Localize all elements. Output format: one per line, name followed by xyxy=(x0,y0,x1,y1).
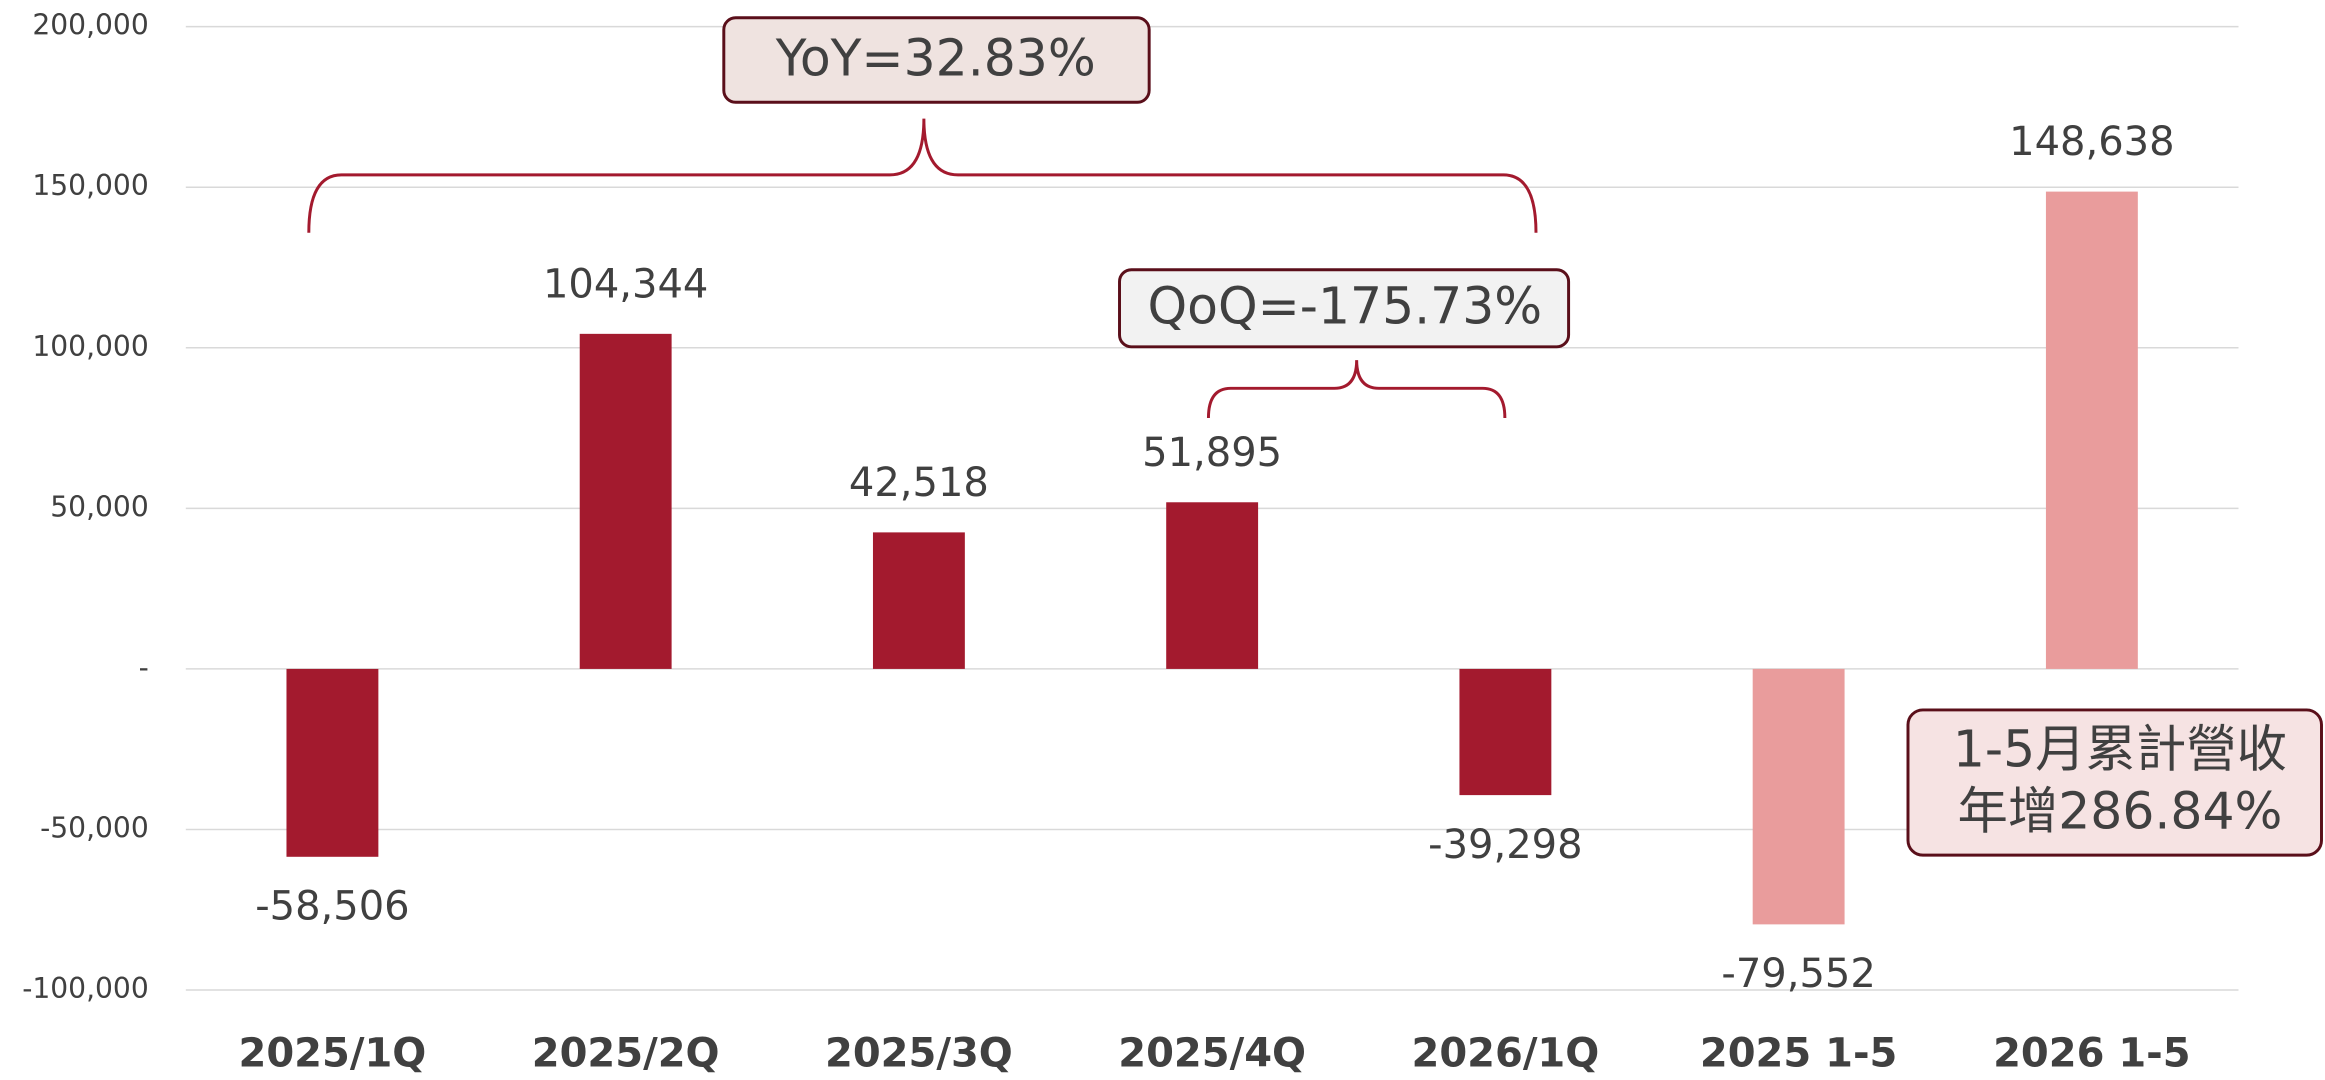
value-label: 42,518 xyxy=(849,460,989,506)
x-tick-label: 2026/1Q xyxy=(1412,1030,1600,1076)
x-tick-label: 2025/4Q xyxy=(1118,1030,1306,1076)
value-label: -58,506 xyxy=(255,884,409,930)
bar xyxy=(286,668,379,857)
qoq-annotation: QoQ=-175.73% xyxy=(1147,276,1542,335)
qoq-brace xyxy=(1206,360,1507,418)
y-tick-label: - xyxy=(139,651,149,684)
yoy-brace xyxy=(307,118,1538,233)
value-label: 51,895 xyxy=(1142,430,1282,476)
bar xyxy=(2045,191,2138,669)
value-label: -79,552 xyxy=(1721,951,1875,997)
ytd-box xyxy=(1906,708,2323,857)
value-label: 104,344 xyxy=(543,261,708,307)
y-tick-label: 100,000 xyxy=(32,330,148,363)
y-tick-label: -100,000 xyxy=(22,972,149,1005)
bar xyxy=(1459,668,1552,796)
y-tick-label: 200,000 xyxy=(32,9,148,42)
ytd-annotation-line: 年增286.84% xyxy=(1957,782,2282,841)
y-tick-label: -50,000 xyxy=(40,811,149,844)
x-tick-label: 2025/1Q xyxy=(239,1030,427,1076)
value-label: 148,638 xyxy=(2009,119,2174,165)
ytd-annotation-line: 1-5月累計營收 xyxy=(1953,719,2287,778)
value-label: -39,298 xyxy=(1428,822,1582,868)
x-tick-label: 2025 1-5 xyxy=(1700,1030,1898,1076)
qoq-box xyxy=(1118,268,1571,349)
bar xyxy=(579,333,672,669)
bar xyxy=(1752,668,1845,925)
x-tick-label: 2026 1-5 xyxy=(1993,1030,2191,1076)
y-tick-label: 50,000 xyxy=(50,490,148,523)
yoy-box xyxy=(722,16,1151,104)
y-tick-label: 150,000 xyxy=(32,169,148,202)
x-tick-label: 2025/2Q xyxy=(532,1030,720,1076)
bar xyxy=(1166,502,1259,669)
yoy-annotation: YoY=32.83% xyxy=(775,29,1096,88)
x-tick-label: 2025/3Q xyxy=(825,1030,1013,1076)
bar xyxy=(872,532,965,669)
